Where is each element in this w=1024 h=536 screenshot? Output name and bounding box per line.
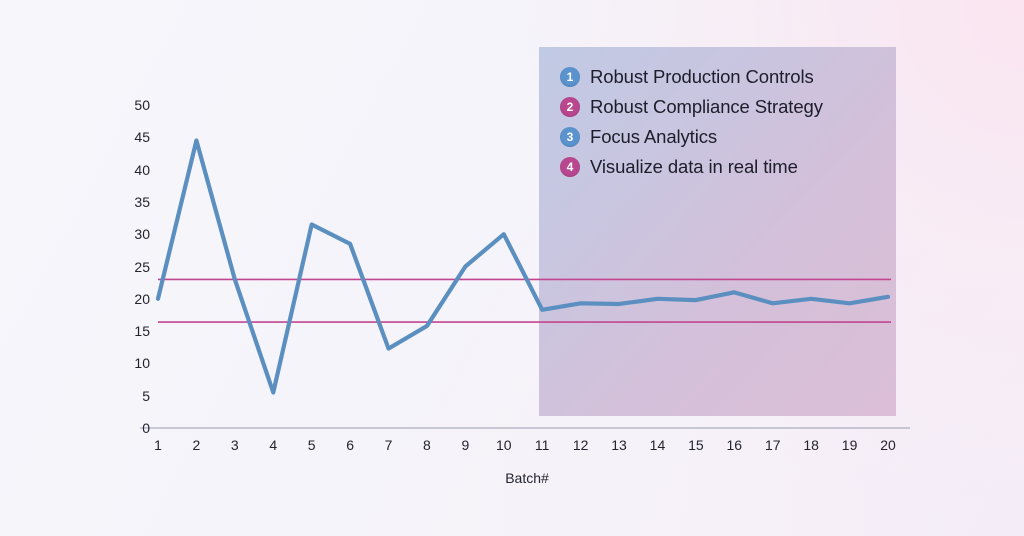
x-axis-tick-label: 11 [534,437,550,453]
y-axis-tick-label: 20 [134,290,150,307]
legend-item[interactable]: 3 Focus Analytics [560,122,890,151]
x-axis-tick-label: 5 [307,437,316,453]
legend-item[interactable]: 4 Visualize data in real time [560,152,890,181]
legend-item-label: Focus Analytics [590,125,718,147]
data-series-group [155,138,891,395]
x-axis-tick-label: 7 [384,437,393,453]
x-axis-title-text: Batch# [505,470,549,486]
legend-item-label: Robust Compliance Strategy [590,95,823,117]
x-axis-tick-label: 15 [688,437,704,453]
x-axis-tick-label: 20 [880,437,896,453]
y-axis-tick-label: 5 [142,387,150,404]
y-axis-tick-label: 25 [134,258,150,275]
x-axis-title: Batch# [0,470,1024,486]
legend-item-label: Robust Production Controls [590,65,814,87]
x-axis-tick-label: 12 [572,437,589,453]
x-axis-tick-label: 10 [495,437,512,453]
x-axis-tick-label: 18 [803,437,819,453]
data-series-line [155,138,891,395]
legend-number-badge-icon: 3 [560,126,580,147]
legend-item[interactable]: 1 Robust Production Controls [560,62,890,91]
y-axis-tick-label: 15 [134,323,150,340]
y-axis-tick-label: 45 [134,129,150,146]
x-axis-tick-label: 14 [649,437,666,453]
legend-item-label: Visualize data in real time [590,155,798,177]
y-axis-tick-label: 40 [134,161,150,178]
y-axis-tick-label: 0 [142,420,150,436]
x-axis-tick-label: 3 [230,437,239,453]
y-axis-tick-label: 30 [134,226,150,243]
x-axis-tick-label: 17 [764,437,781,453]
x-axis-tick-label: 1 [154,437,162,453]
x-axis-tick-label: 8 [423,437,431,453]
legend-number-badge-icon: 2 [560,96,580,117]
x-axis-tick-label: 2 [192,437,201,453]
x-axis-tick-label: 19 [841,437,858,453]
y-axis-tick-label: 10 [134,355,150,372]
x-axis-tick-label: 6 [346,437,354,453]
legend-number-badge-icon: 1 [560,66,580,87]
x-axis-tick-labels: 1 2 3 4 5 6 7 8 9 10 11 12 13 14 15 16 17 18 19 20 [0,437,1024,459]
x-axis-tick-label: 13 [611,437,627,453]
chart-legend: 1 Robust Production Controls 2 Robust Compl… [560,62,890,182]
y-axis-tick-labels: 50 45 40 35 30 25 20 15 10 5 0 [110,0,150,536]
x-axis-tick-label: 9 [461,437,470,453]
legend-number-badge-icon: 4 [560,156,580,177]
y-axis-tick-label: 50 [134,97,150,113]
x-axis-tick-label: 16 [726,437,743,453]
x-axis-tick-label: 4 [269,437,278,453]
legend-item[interactable]: 2 Robust Compliance Strategy [560,92,890,121]
y-axis-tick-label: 35 [134,193,150,210]
